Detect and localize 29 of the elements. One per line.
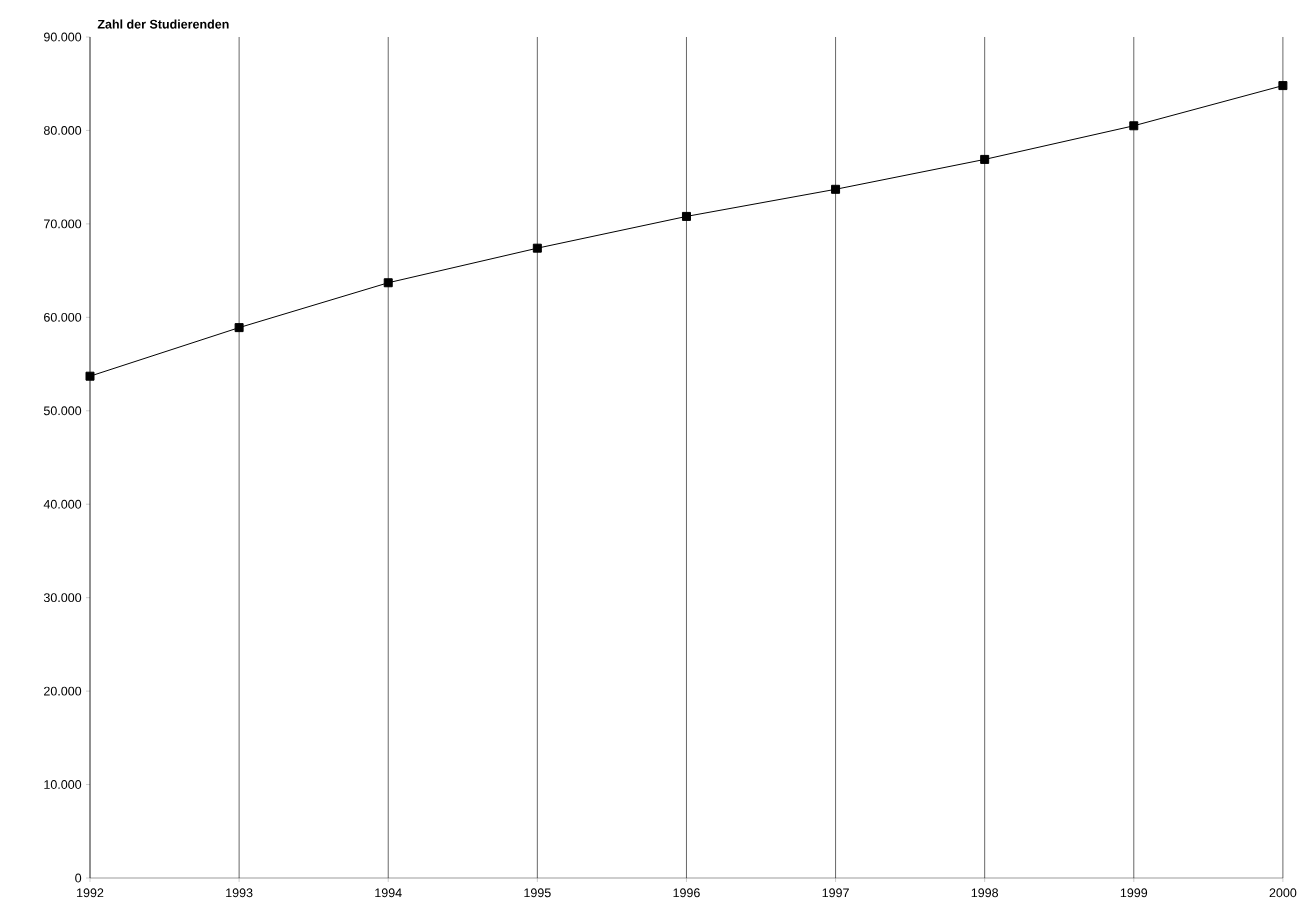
x-tick-label: 1996 [673, 888, 700, 898]
point [234, 323, 244, 333]
point [831, 184, 841, 194]
x-tick-label: 1993 [226, 888, 253, 898]
y-tick-label: 20.000 [44, 686, 82, 696]
point [383, 278, 393, 288]
y-tick-label: 60.000 [44, 312, 82, 322]
point [980, 154, 990, 164]
x-tick-label: 1998 [971, 888, 999, 898]
x-tick-label: 1999 [1120, 888, 1148, 898]
y-tick-label: 0 [75, 873, 82, 883]
x-tick-label: 2000 [1269, 888, 1297, 898]
y-tick-label: 80.000 [43, 126, 82, 135]
x-tick-label: 1995 [524, 888, 551, 898]
point [681, 211, 691, 221]
point [1129, 121, 1139, 131]
point [532, 243, 542, 253]
x-tick-label: 1992 [77, 888, 104, 898]
point [1278, 81, 1288, 91]
y-tick-label: 10.000 [44, 780, 82, 789]
point [85, 371, 95, 381]
y-tick-label: 90.000 [44, 32, 82, 42]
y-tick-label: 30.000 [43, 593, 82, 603]
y-axis-title: Zahl der Studierenden [97, 19, 229, 29]
y-tick-label: 50.000 [43, 406, 82, 416]
y-tick-label: 70.000 [44, 219, 82, 229]
x-tick-label: 1997 [822, 888, 849, 898]
y-tick-label: 40.000 [43, 499, 82, 509]
x-tick-label: 1994 [375, 888, 402, 898]
